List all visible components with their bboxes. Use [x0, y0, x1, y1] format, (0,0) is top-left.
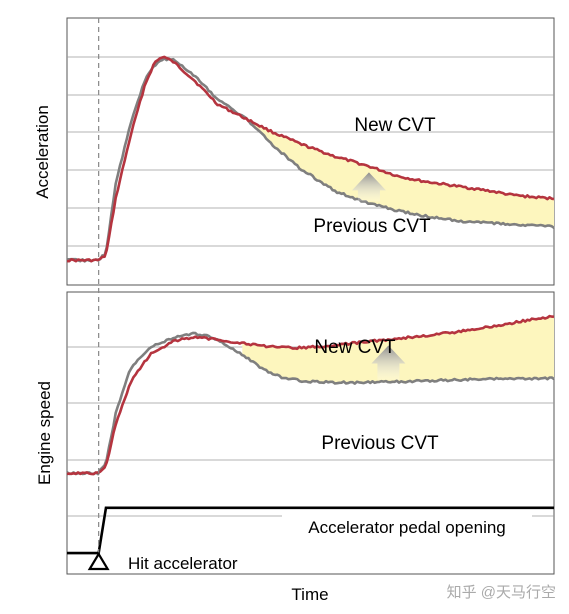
- acceleration-new-cvt-line: [66, 55, 555, 263]
- engine-speed-new-cvt-line: [66, 314, 555, 476]
- acceleration-new-cvt-label: New CVT: [354, 115, 436, 136]
- engine-speed-previous-cvt-line: [66, 331, 555, 476]
- acceleration-axis-label: Acceleration: [33, 105, 52, 199]
- pedal-label-background: [282, 513, 532, 539]
- watermark: 知乎 @天马行空: [447, 584, 556, 601]
- acceleration-panel: New CVT Previous CVT Acceleration: [33, 17, 555, 286]
- engine-speed-improvement-area: [242, 316, 555, 383]
- acceleration-panel-frame: [66, 17, 555, 286]
- engine-speed-previous-cvt-label: Previous CVT: [321, 433, 439, 454]
- engine-speed-improvement-arrow: [371, 345, 406, 380]
- hit-accelerator-triangle-icon: [87, 551, 110, 571]
- up-arrow-icon: [351, 172, 386, 202]
- acceleration-previous-cvt-line: [67, 57, 555, 263]
- hit-accelerator-label: Hit accelerator: [128, 554, 238, 573]
- engine-speed-panel: New CVT Previous CVT Accelerator pedal o…: [35, 291, 555, 575]
- time-axis-label: Time: [291, 585, 328, 604]
- engine-speed-new-cvt-label: New CVT: [314, 337, 396, 358]
- up-arrow-icon: [371, 345, 406, 380]
- acceleration-improvement-area: [252, 121, 554, 227]
- engine-speed-panel-frame: [66, 291, 555, 575]
- accelerator-pedal-opening-label: Accelerator pedal opening: [308, 518, 506, 537]
- accelerator-pedal-opening-line: [67, 506, 554, 555]
- acceleration-previous-cvt-label: Previous CVT: [313, 216, 431, 237]
- engine-speed-axis-label: Engine speed: [35, 381, 54, 485]
- acceleration-improvement-arrow: [351, 172, 386, 202]
